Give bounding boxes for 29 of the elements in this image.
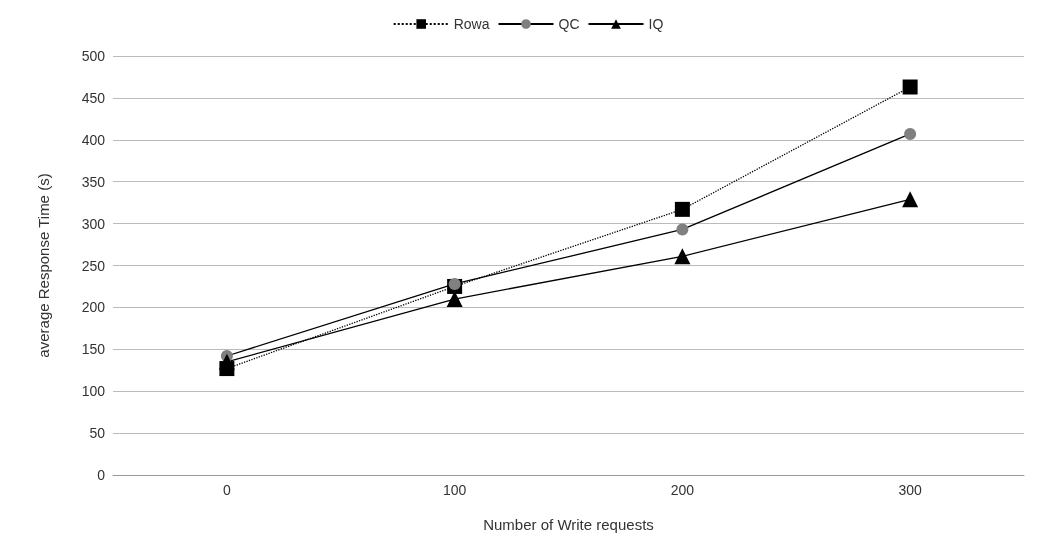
point xyxy=(676,223,689,236)
point xyxy=(446,291,463,308)
y-tick-label: 350 xyxy=(81,173,106,190)
legend-label: QC xyxy=(558,16,580,32)
point xyxy=(904,127,917,140)
point xyxy=(448,277,461,290)
y-tick-label: 150 xyxy=(81,341,106,358)
y-tick-label: 400 xyxy=(81,131,106,148)
legend-label: IQ xyxy=(648,16,664,32)
y-tick-label: 50 xyxy=(89,425,106,442)
y-tick-label: 300 xyxy=(81,215,106,232)
y-tick-label: 200 xyxy=(81,299,106,316)
y-axis-title: average Response Time (s) xyxy=(35,173,52,358)
y-tick-label: 0 xyxy=(97,467,106,483)
x-tick-label: 300 xyxy=(898,482,923,498)
y-tick-label: 100 xyxy=(81,383,106,400)
point xyxy=(902,191,919,208)
y-tick-label: 450 xyxy=(81,89,106,106)
point xyxy=(218,353,235,370)
y-tick-label: 500 xyxy=(81,48,106,64)
point xyxy=(674,248,691,265)
x-tick-label: 200 xyxy=(670,482,695,498)
legend-label: Rowa xyxy=(453,16,490,32)
x-tick-label: 100 xyxy=(442,482,467,498)
x-tick-label: 0 xyxy=(222,482,231,498)
point xyxy=(902,79,918,95)
y-tick-label: 250 xyxy=(81,257,106,274)
x-axis-title: Number of Write requests xyxy=(483,516,654,533)
point xyxy=(674,201,690,217)
